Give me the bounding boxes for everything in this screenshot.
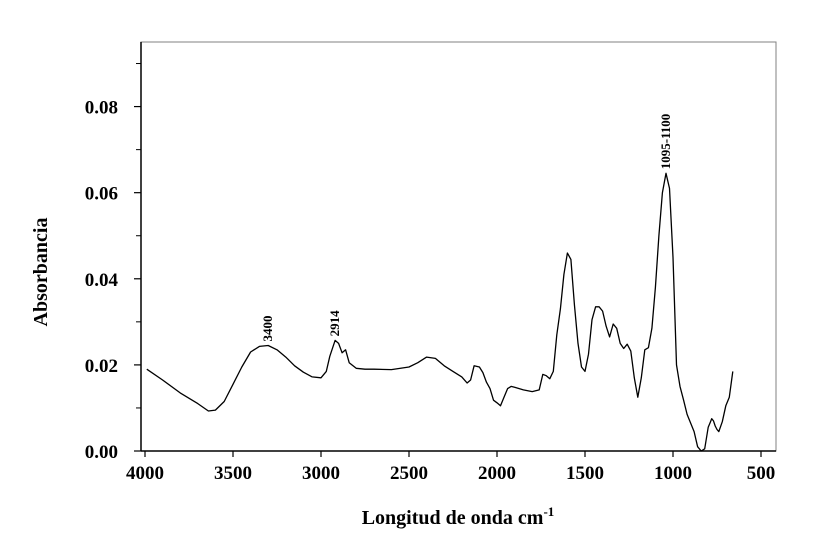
y-tick-label: 0.08 <box>85 98 118 119</box>
x-tick-label: 2000 <box>478 463 516 484</box>
y-tick-label: 0.04 <box>85 270 119 291</box>
x-tick-label: 1500 <box>566 463 604 484</box>
spectrum-line <box>146 172 734 452</box>
y-axis-title: Absorbancia <box>30 218 52 327</box>
x-tick-label: 4000 <box>126 463 164 484</box>
peak-annotation: 3400 <box>260 316 275 342</box>
peak-annotation: 2914 <box>327 310 342 337</box>
peak-annotations: 3400 2914 1095-1100 <box>260 114 673 342</box>
x-tick-label: 1000 <box>654 463 692 484</box>
y-axis-ticks: 0.00 0.02 0.04 0.06 0.08 <box>85 63 141 463</box>
x-tick-label: 2500 <box>390 463 428 484</box>
x-tick-label: 500 <box>747 463 776 484</box>
x-tick-label: 3500 <box>214 463 252 484</box>
y-tick-label: 0.06 <box>85 184 118 205</box>
x-axis-title: Longitud de onda cm-1 <box>362 504 555 529</box>
y-tick-label: 0.00 <box>85 442 118 463</box>
x-tick-label: 3000 <box>302 463 340 484</box>
peak-annotation: 1095-1100 <box>658 114 673 170</box>
y-tick-label: 0.02 <box>85 356 118 377</box>
x-axis-ticks: 4000 3500 3000 2500 2000 1500 1000 500 <box>126 451 775 484</box>
